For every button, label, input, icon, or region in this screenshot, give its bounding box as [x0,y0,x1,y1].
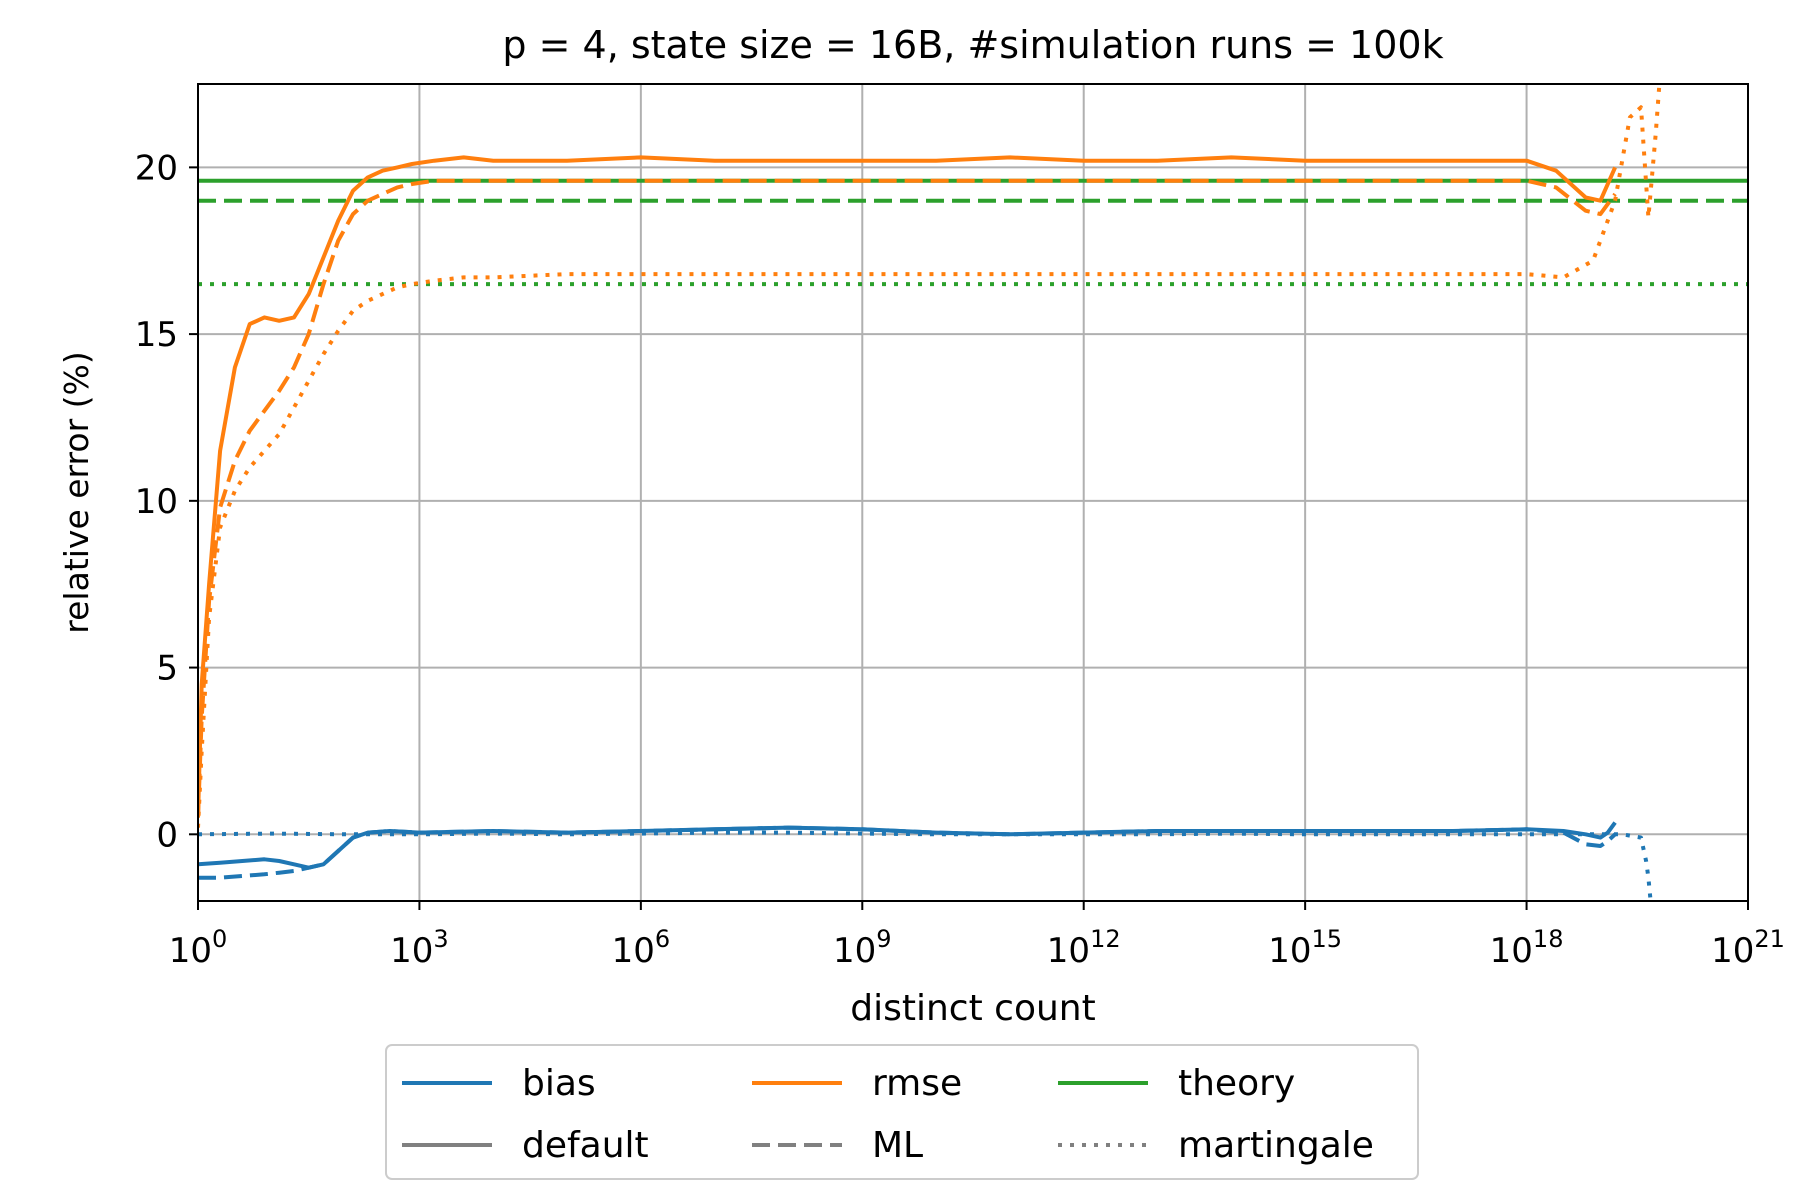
series-line [198,178,1617,818]
legend: bias rmse theory default ML martingale [385,1044,1419,1180]
x-tick-label: 106 [612,925,671,971]
series-line [198,821,1617,870]
legend-label: rmse [872,1063,962,1104]
plot-frame [197,83,1749,902]
x-tick-label: 109 [833,925,892,971]
series-line [198,155,1617,818]
legend-label: bias [522,1063,596,1104]
y-axis-label: relative error (%) [57,351,96,633]
legend-label: ML [872,1125,923,1166]
y-tick-label: 15 [135,315,178,355]
x-tick-label: 1018 [1490,925,1564,971]
y-tick-label: 20 [135,148,178,188]
y-tick-label: 10 [135,482,178,522]
legend-label: default [522,1125,649,1166]
y-tick-label: 5 [156,649,178,689]
legend-label: martingale [1178,1125,1374,1166]
series-line [198,830,1653,901]
legend-label: theory [1178,1063,1295,1104]
legend-frame [385,1044,1419,1180]
series-line [198,825,1617,880]
x-tick-label: 100 [169,925,228,971]
grid [197,84,1749,901]
plot-data [198,84,1748,901]
series-line [198,84,1664,828]
x-tick-label: 1012 [1047,925,1121,971]
x-axis-label: distinct count [850,988,1095,1029]
chart-title: p = 4, state size = 16B, #simulation run… [502,23,1443,67]
x-tick-label: 1015 [1268,925,1342,971]
y-tick-label: 0 [156,815,178,855]
x-tick-label: 1021 [1711,925,1785,971]
x-tick-label: 103 [390,925,449,971]
